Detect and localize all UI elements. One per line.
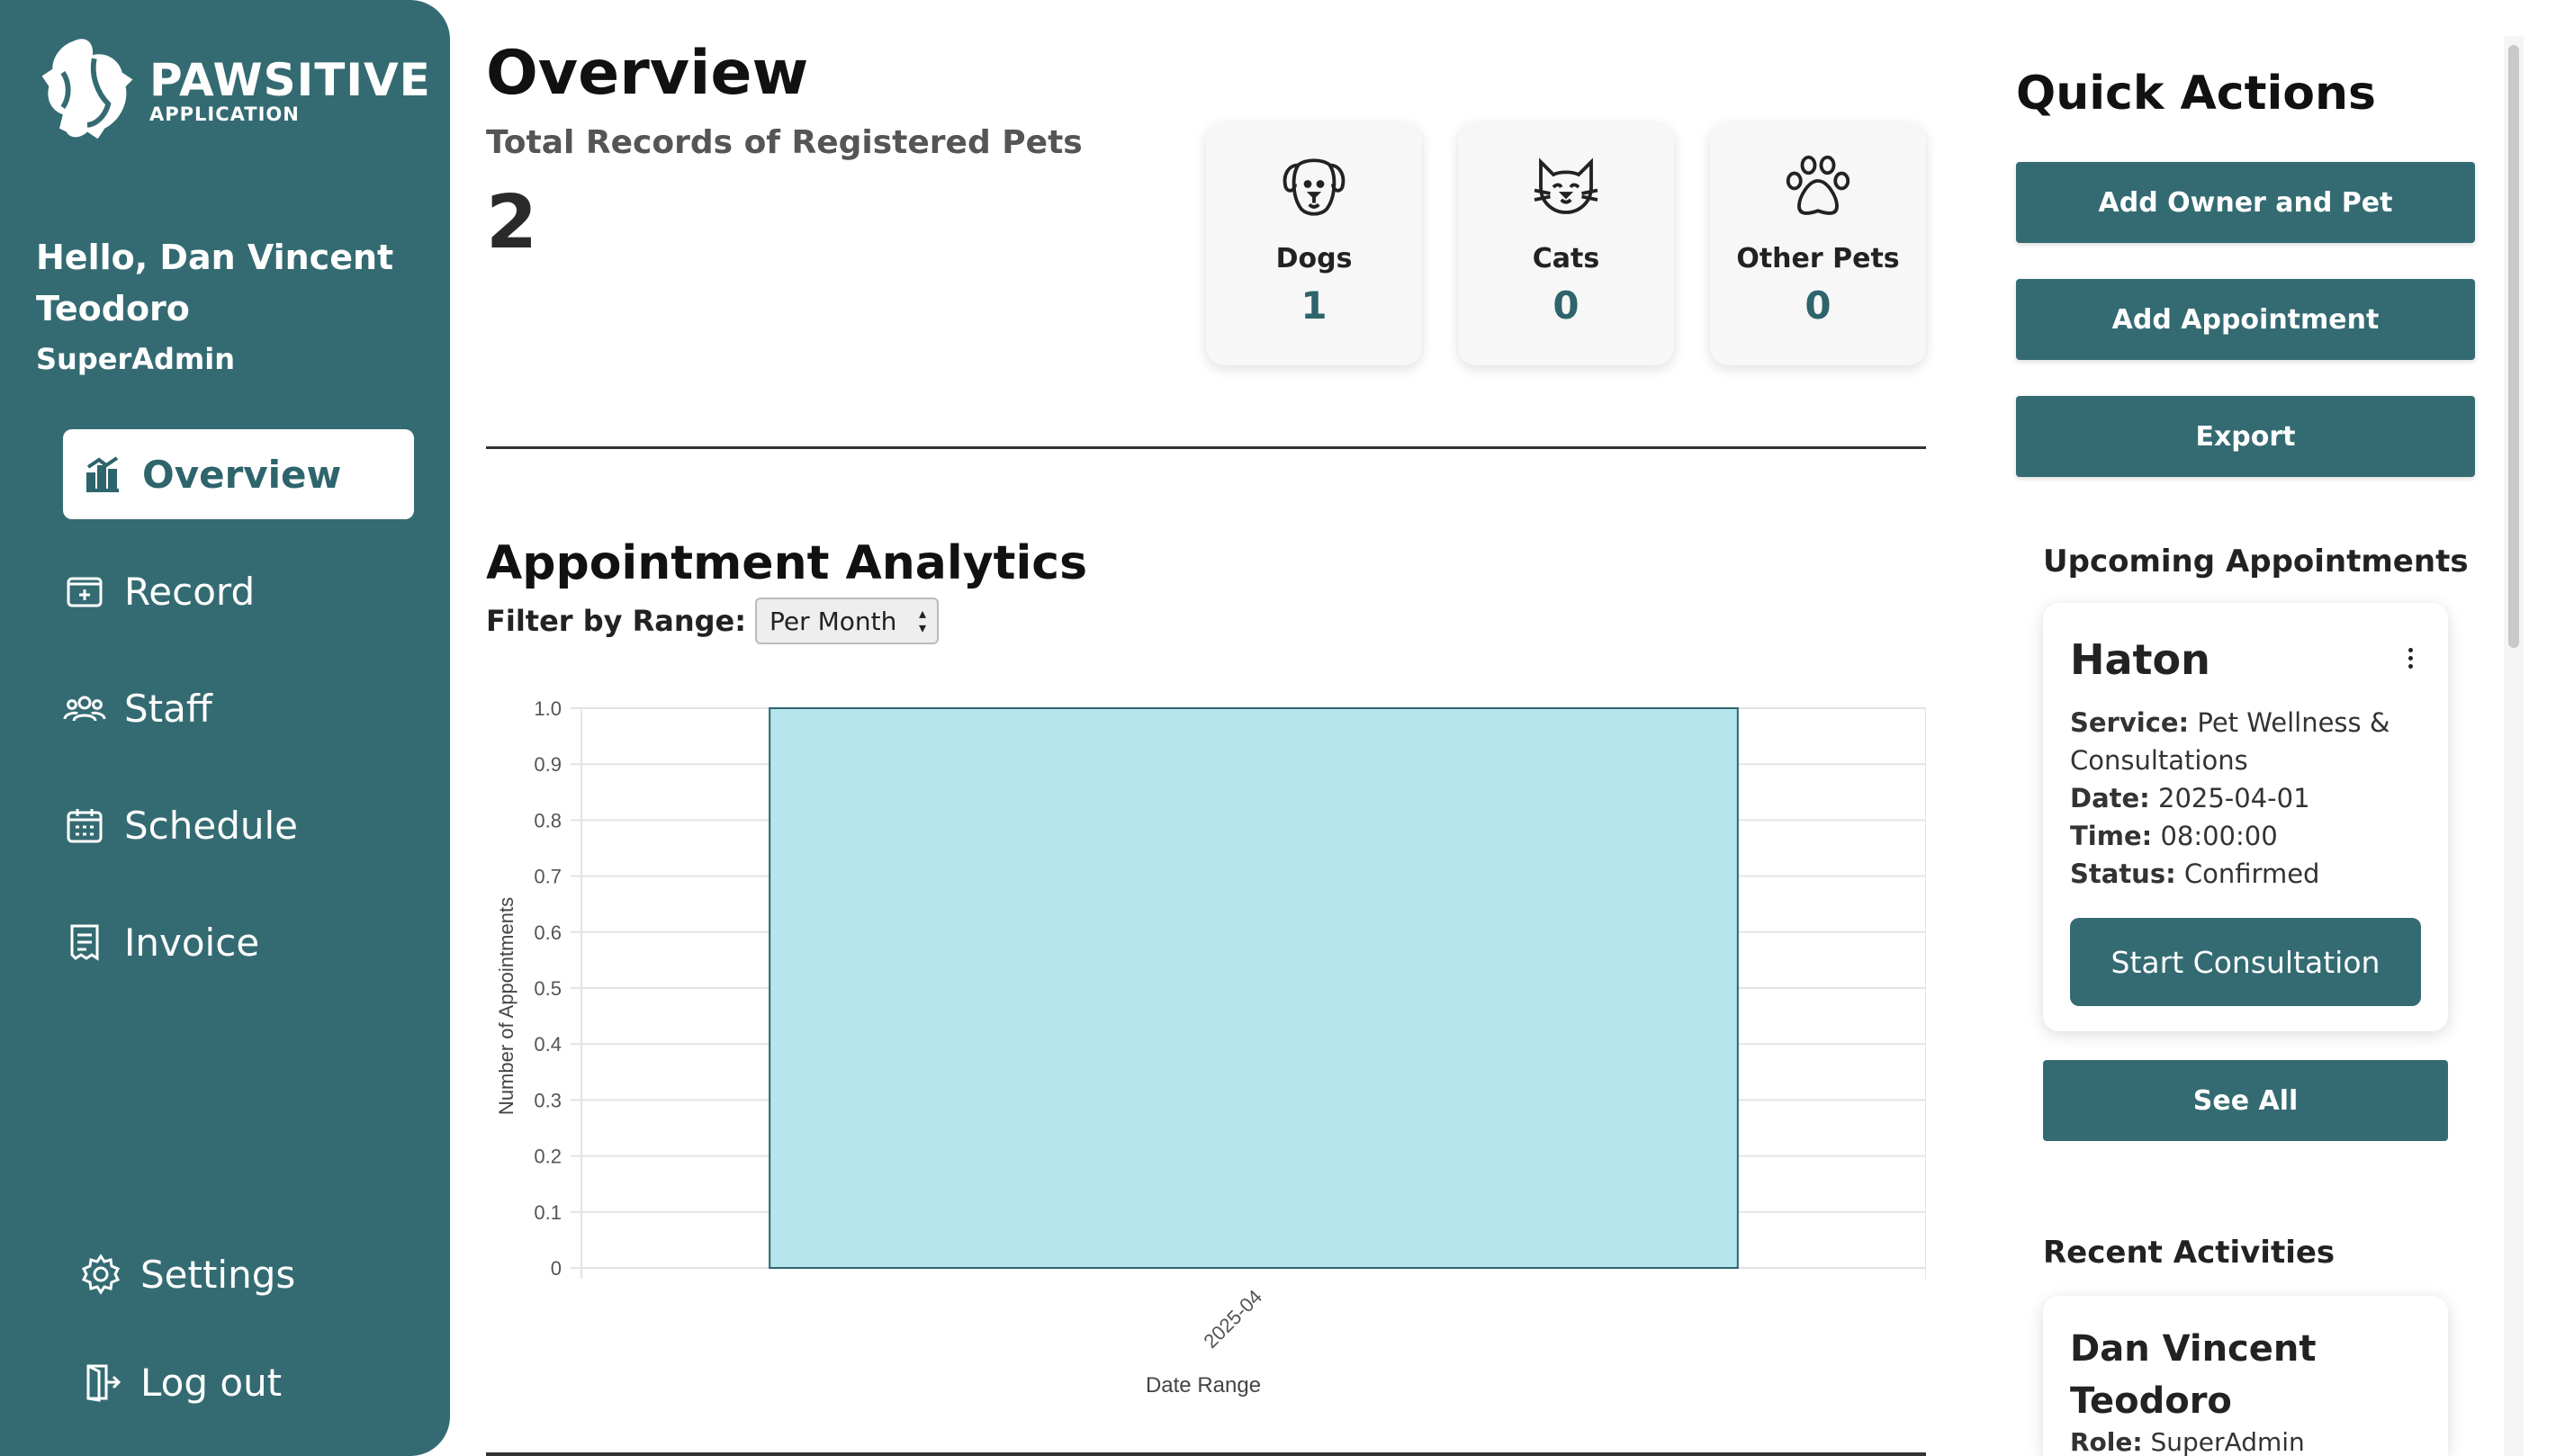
add-owner-pet-button[interactable]: Add Owner and Pet — [2016, 162, 2475, 243]
nav-record[interactable]: Record — [63, 546, 414, 636]
recent-activity-card: Dan Vincent Teodoro Role: SuperAdmin — [2043, 1296, 2448, 1456]
more-options-icon[interactable] — [2408, 648, 2416, 672]
nav-settings-label: Settings — [140, 1253, 295, 1297]
pawsitive-logo-icon — [34, 34, 140, 146]
y-tick-label: 0.4 — [534, 1033, 562, 1056]
sidebar: PAWSITIVE APPLICATION Hello, Dan Vincent… — [0, 0, 450, 1456]
y-tick-label: 0.6 — [534, 921, 562, 944]
y-tick-label: 1.0 — [534, 697, 562, 720]
user-role: SuperAdmin — [36, 342, 235, 376]
greeting: Hello, Dan Vincent Teodoro — [36, 232, 414, 335]
other-pets-card: Other Pets 0 — [1710, 122, 1926, 365]
scrollbar-thumb[interactable] — [2508, 45, 2519, 648]
date-label: Date: — [2070, 783, 2150, 813]
filter-row: Filter by Range: Per Month ▴ ▾ — [486, 598, 939, 644]
start-consultation-button[interactable]: Start Consultation — [2070, 918, 2421, 1006]
logout-icon — [79, 1361, 122, 1404]
users-icon — [63, 687, 106, 730]
recent-activity-name: Dan Vincent Teodoro — [2070, 1323, 2421, 1427]
appointment-status: Status: Confirmed — [2070, 855, 2421, 893]
folder-medical-icon — [63, 570, 106, 613]
page-title: Overview — [486, 38, 808, 109]
recent-role-label: Role: — [2070, 1427, 2143, 1456]
receipt-icon — [63, 921, 106, 964]
status-label: Status: — [2070, 858, 2176, 889]
appointment-date: Date: 2025-04-01 — [2070, 779, 2421, 817]
x-axis-label: Date Range — [1146, 1373, 1261, 1398]
y-tick-label: 0.8 — [534, 809, 562, 831]
recent-role-value: SuperAdmin — [2151, 1427, 2305, 1456]
dogs-label: Dogs — [1206, 243, 1422, 274]
nav-overview[interactable]: Overview — [63, 429, 414, 519]
nav-logout[interactable]: Log out — [79, 1337, 430, 1427]
nav-invoice[interactable]: Invoice — [63, 897, 414, 987]
recent-activities-title: Recent Activities — [2043, 1235, 2335, 1271]
export-button[interactable]: Export — [2016, 396, 2475, 477]
section-divider — [486, 446, 1926, 449]
cats-card: Cats 0 — [1458, 122, 1674, 365]
cat-icon — [1528, 149, 1604, 225]
filter-label: Filter by Range: — [486, 604, 746, 638]
appointment-pet-name: Haton — [2070, 635, 2421, 684]
nav-staff-label: Staff — [124, 687, 212, 731]
cats-label: Cats — [1458, 243, 1674, 274]
time-value: 08:00:00 — [2160, 821, 2277, 851]
gear-icon — [79, 1253, 122, 1296]
x-tick-label: 2025-04 — [1199, 1285, 1266, 1353]
y-tick-label: 0.2 — [534, 1146, 562, 1168]
add-appointment-button[interactable]: Add Appointment — [2016, 279, 2475, 360]
appointment-card: Haton Service: Pet Wellness & Consultati… — [2043, 603, 2448, 1031]
paw-icon — [1780, 149, 1856, 225]
other-pets-count: 0 — [1710, 283, 1926, 328]
dogs-count: 1 — [1206, 283, 1422, 328]
select-arrows-icon: ▴ ▾ — [919, 607, 926, 635]
bottom-divider — [486, 1452, 1926, 1456]
analytics-title: Appointment Analytics — [486, 536, 1087, 590]
calendar-icon — [63, 804, 106, 847]
appointment-time: Time: 08:00:00 — [2070, 817, 2421, 855]
dogs-card: Dogs 1 — [1206, 122, 1422, 365]
status-value: Confirmed — [2184, 858, 2320, 889]
bar — [770, 708, 1738, 1268]
y-tick-label: 0.5 — [534, 977, 562, 1000]
y-tick-label: 0 — [551, 1257, 562, 1280]
dog-icon — [1276, 149, 1352, 225]
upcoming-title: Upcoming Appointments — [2043, 544, 2469, 580]
nav-schedule-label: Schedule — [124, 804, 298, 848]
other-pets-label: Other Pets — [1710, 243, 1926, 274]
nav-logout-label: Log out — [140, 1361, 282, 1405]
nav-invoice-label: Invoice — [124, 921, 259, 965]
y-tick-label: 0.1 — [534, 1201, 562, 1224]
total-records-label: Total Records of Registered Pets — [486, 124, 1083, 161]
range-select-value: Per Month — [770, 607, 896, 636]
nav-settings[interactable]: Settings — [79, 1229, 430, 1319]
time-label: Time: — [2070, 821, 2152, 851]
nav-schedule[interactable]: Schedule — [63, 780, 414, 870]
cats-count: 0 — [1458, 283, 1674, 328]
appointment-chart: 0 0.1 0.2 0.3 0.4 0.5 0.6 0.7 0.8 0.9 1.0 2025-04 Da… — [486, 675, 1926, 1413]
nav-record-label: Record — [124, 570, 255, 614]
recent-activity-role: Role: SuperAdmin — [2070, 1427, 2421, 1456]
logo-subtitle: APPLICATION — [149, 104, 431, 124]
logo: PAWSITIVE APPLICATION — [34, 34, 431, 146]
scrollbar[interactable] — [2504, 36, 2524, 1456]
appointment-service: Service: Pet Wellness & Consultations — [2070, 704, 2421, 779]
y-tick-label: 0.3 — [534, 1089, 562, 1111]
range-select[interactable]: Per Month ▴ ▾ — [755, 598, 939, 644]
y-axis-label: Number of Appointments — [495, 897, 518, 1115]
logo-title: PAWSITIVE — [149, 56, 431, 104]
chart-bars-icon — [81, 453, 124, 496]
y-tick-label: 0.9 — [534, 753, 562, 776]
nav-overview-label: Overview — [142, 453, 341, 497]
y-tick-label: 0.7 — [534, 866, 562, 888]
date-value: 2025-04-01 — [2158, 783, 2310, 813]
total-records-value: 2 — [486, 180, 537, 265]
quick-actions-title: Quick Actions — [2016, 67, 2376, 121]
nav-staff[interactable]: Staff — [63, 663, 414, 753]
see-all-button[interactable]: See All — [2043, 1060, 2448, 1141]
service-label: Service: — [2070, 707, 2189, 738]
